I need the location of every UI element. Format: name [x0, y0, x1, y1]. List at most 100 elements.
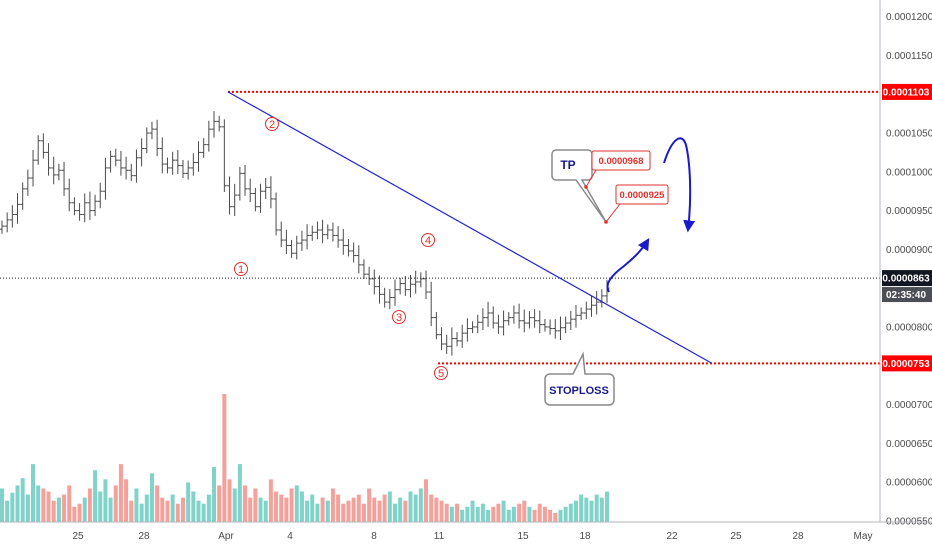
ohlc-bar	[382, 287, 388, 308]
ohlc-bar	[330, 222, 336, 242]
stoploss-callout[interactable]: STOPLOSS	[544, 351, 615, 406]
ohlc-bar	[444, 334, 450, 355]
volume-bar	[594, 494, 599, 522]
volume-bar	[82, 497, 87, 522]
ohlc-bar	[299, 230, 305, 251]
ohlc-bar	[402, 276, 408, 296]
breakout-arrow-icon	[606, 237, 650, 293]
ohlc-bar	[397, 277, 403, 295]
volume-bar	[180, 497, 185, 522]
volume-bar	[522, 500, 527, 522]
time-tick-label: 18	[579, 531, 591, 542]
volume-bar	[330, 488, 335, 522]
resistance-price-tag: 0.0001103	[882, 83, 932, 100]
volume-bar	[434, 497, 439, 522]
volume-bar	[568, 503, 573, 522]
ohlc-bar	[454, 332, 460, 347]
time-tick-label: Apr	[218, 531, 234, 542]
ohlc-bar	[568, 310, 574, 331]
ohlc-bar	[221, 119, 227, 192]
volume-bar	[268, 479, 273, 522]
volume-bar	[491, 506, 496, 522]
ohlc-bar	[97, 182, 103, 209]
ohlc-bars	[0, 111, 610, 356]
stoploss-price-tag: 0.0000753	[882, 355, 932, 372]
volume-bar	[310, 494, 315, 522]
volume-bar	[263, 500, 268, 522]
ohlc-bar	[320, 219, 326, 244]
plot-area[interactable]	[0, 0, 880, 522]
ohlc-bar	[376, 275, 382, 304]
price-tick-label: 0.0000700	[886, 400, 932, 411]
volume-bar	[398, 497, 403, 522]
ohlc-bar	[237, 166, 243, 201]
target-box-2-text: 0.0000925	[620, 190, 666, 201]
ohlc-bar	[92, 194, 98, 217]
volume-bar	[506, 509, 511, 522]
volume-bar	[129, 500, 134, 522]
ohlc-bar	[475, 314, 481, 334]
ohlc-bar	[366, 266, 372, 286]
ohlc-bar	[526, 311, 532, 329]
volume-bar	[346, 500, 351, 522]
time-axis[interactable]: 25 28 Apr 4 8 11 15 18 22 25 28 May	[0, 521, 932, 542]
ohlc-bar	[268, 176, 274, 209]
volume-bar	[563, 506, 568, 522]
volume-bar	[418, 488, 423, 522]
ohlc-bar	[537, 310, 543, 334]
volume-bar	[212, 467, 217, 522]
ohlc-bar	[118, 150, 124, 176]
volume-bar	[403, 500, 408, 522]
price-tick-label: 0.0000900	[886, 245, 932, 256]
price-axis[interactable]: 0.0001200 0.0001150 0.0001050 0.0001000 0.00…	[879, 0, 932, 527]
volume-bar	[206, 494, 211, 522]
volume-bar	[36, 485, 41, 522]
volume-bar	[439, 500, 444, 522]
volume-bar	[77, 503, 82, 522]
volume-bar	[222, 394, 227, 522]
volume-bar	[413, 494, 418, 522]
volume-bar	[20, 478, 25, 522]
volume-bar	[294, 485, 299, 522]
volume-bar	[558, 509, 563, 522]
ohlc-bar	[56, 163, 62, 181]
ohlc-bar	[51, 156, 57, 185]
ohlc-bar	[521, 309, 527, 333]
volume-bar	[361, 503, 366, 522]
ohlc-bar	[82, 193, 88, 223]
target-box-2[interactable]: 0.0000925	[604, 184, 669, 224]
volume-bar	[392, 503, 397, 522]
volume-bar	[201, 503, 206, 522]
ohlc-bar	[599, 289, 605, 308]
ohlc-bar	[185, 160, 191, 180]
volume-bar	[160, 497, 165, 522]
volume-bar	[320, 497, 325, 522]
ohlc-bar	[449, 327, 455, 356]
volume-bar	[51, 500, 56, 522]
ohlc-bar	[154, 119, 160, 157]
ohlc-bar	[159, 137, 165, 174]
volume-bar	[351, 497, 356, 522]
price-tick-label: 0.0000950	[886, 206, 932, 217]
ohlc-bar	[490, 306, 496, 329]
price-tick-label: 0.0001150	[886, 51, 932, 62]
ohlc-bar	[345, 238, 351, 257]
ohlc-bar	[361, 259, 367, 279]
ohlc-bar	[133, 149, 139, 183]
ohlc-bar	[470, 321, 476, 334]
time-tick-label: 22	[666, 531, 678, 542]
volume-bar	[289, 488, 294, 522]
ohlc-bar	[557, 316, 563, 341]
ohlc-bar	[40, 133, 46, 159]
ohlc-bar	[340, 228, 346, 255]
ohlc-bar	[201, 138, 207, 158]
price-tick-label: 0.0001050	[886, 129, 932, 140]
ohlc-bar	[170, 151, 176, 175]
volume-bar	[134, 488, 139, 522]
target-box-1[interactable]: 0.0000968	[584, 150, 651, 189]
volume-bar	[243, 485, 248, 522]
descending-trendline[interactable]	[227, 91, 713, 364]
volume-bar	[573, 500, 578, 522]
ohlc-bar	[371, 269, 377, 295]
